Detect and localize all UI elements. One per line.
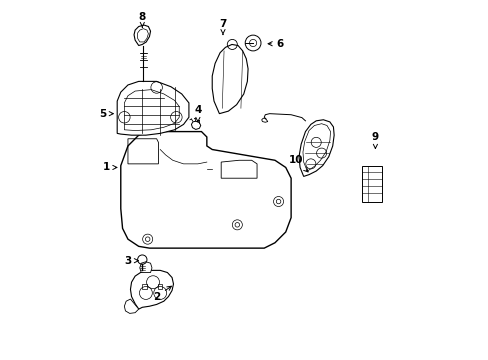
Polygon shape xyxy=(121,132,290,248)
Text: 9: 9 xyxy=(371,132,378,148)
Text: 10: 10 xyxy=(289,155,307,172)
Text: 7: 7 xyxy=(219,19,226,35)
Bar xyxy=(362,166,381,202)
Polygon shape xyxy=(130,270,173,309)
Polygon shape xyxy=(261,118,267,122)
Text: 4: 4 xyxy=(194,105,201,122)
Polygon shape xyxy=(191,121,201,130)
Text: 5: 5 xyxy=(99,109,113,119)
Polygon shape xyxy=(134,25,150,45)
Text: 3: 3 xyxy=(124,256,138,266)
Polygon shape xyxy=(298,120,333,176)
Polygon shape xyxy=(124,299,139,314)
Text: 2: 2 xyxy=(153,286,171,302)
Text: 1: 1 xyxy=(102,162,117,172)
Polygon shape xyxy=(212,44,247,114)
Polygon shape xyxy=(117,81,188,135)
Polygon shape xyxy=(140,262,152,273)
Text: 8: 8 xyxy=(139,12,145,27)
Text: 6: 6 xyxy=(267,39,284,49)
